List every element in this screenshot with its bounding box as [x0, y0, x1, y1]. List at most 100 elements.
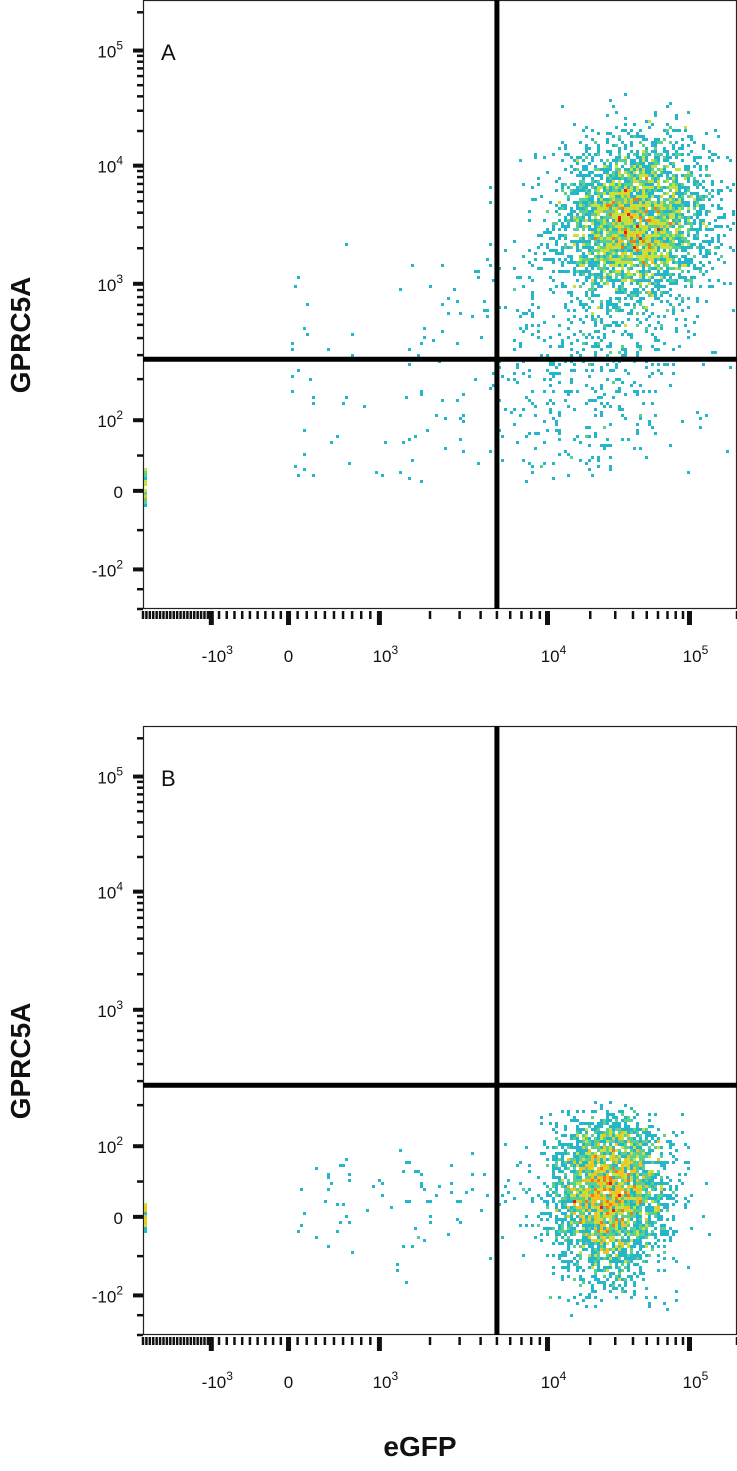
event-bin [600, 1215, 603, 1218]
event-bin [609, 261, 612, 264]
event-bin [633, 1254, 636, 1257]
event-bin [576, 1158, 579, 1161]
event-bin [687, 186, 690, 189]
event-bin [651, 273, 654, 276]
event-bin [627, 1215, 630, 1218]
event-bin [537, 324, 540, 327]
event-bin [627, 1182, 630, 1185]
event-bin [324, 1200, 327, 1203]
event-bin [717, 279, 720, 282]
event-bin [669, 1146, 672, 1149]
event-bin [576, 240, 579, 243]
event-bin [624, 1197, 627, 1200]
event-bin [588, 234, 591, 237]
event-bin [663, 1194, 666, 1197]
event-bin [678, 210, 681, 213]
event-bin [621, 1206, 624, 1209]
event-bin [639, 384, 642, 387]
event-bin [555, 180, 558, 183]
event-bin [591, 264, 594, 267]
event-bin [588, 375, 591, 378]
event-bin [657, 210, 660, 213]
event-bin [645, 318, 648, 321]
event-bin [639, 213, 642, 216]
event-bin [669, 1185, 672, 1188]
event-bin [675, 318, 678, 321]
event-bin [534, 1236, 537, 1239]
event-bin [330, 441, 333, 444]
event-bin [600, 210, 603, 213]
event-bin [627, 1140, 630, 1143]
event-bin [687, 243, 690, 246]
event-bin [657, 1218, 660, 1221]
event-bin [696, 204, 699, 207]
event-bin [696, 213, 699, 216]
event-bin [594, 273, 597, 276]
event-bin [654, 432, 657, 435]
event-bin [585, 1296, 588, 1299]
event-bin [585, 204, 588, 207]
event-bin [501, 435, 504, 438]
event-bin [624, 1278, 627, 1281]
event-bin [399, 1149, 402, 1152]
event-bin [591, 180, 594, 183]
event-bin [582, 333, 585, 336]
x-tick-label: 105 [683, 643, 709, 666]
event-bin [678, 228, 681, 231]
event-bin [684, 261, 687, 264]
event-bin [636, 354, 639, 357]
event-bin [606, 201, 609, 204]
event-bin [552, 291, 555, 294]
event-bin [576, 1221, 579, 1224]
event-bin [654, 201, 657, 204]
event-bin [573, 438, 576, 441]
event-bin [645, 237, 648, 240]
event-bin [573, 1158, 576, 1161]
event-bin [576, 186, 579, 189]
event-bin [588, 459, 591, 462]
event-bin [630, 1164, 633, 1167]
event-bin [660, 1155, 663, 1158]
event-bin [672, 255, 675, 258]
event-bin [663, 258, 666, 261]
event-bin [552, 417, 555, 420]
event-bin [591, 1161, 594, 1164]
event-bin [570, 342, 573, 345]
event-bin [648, 1212, 651, 1215]
event-bin [645, 228, 648, 231]
event-bin [666, 1218, 669, 1221]
event-bin [684, 285, 687, 288]
event-bin [669, 183, 672, 186]
event-bin [291, 342, 294, 345]
event-bin [381, 1194, 384, 1197]
event-bin [732, 222, 735, 225]
event-bin [603, 1242, 606, 1245]
event-bin [513, 288, 516, 291]
event-bin [564, 204, 567, 207]
event-bin [678, 273, 681, 276]
event-bin [570, 189, 573, 192]
event-bin [639, 231, 642, 234]
event-bin [561, 204, 564, 207]
event-bin [543, 462, 546, 465]
event-bin [597, 1245, 600, 1248]
event-bin [612, 1137, 615, 1140]
event-bin [654, 165, 657, 168]
event-bin [645, 1143, 648, 1146]
event-bin [339, 1164, 342, 1167]
event-bin [699, 243, 702, 246]
event-bin [648, 1215, 651, 1218]
event-bin [513, 339, 516, 342]
event-bin [297, 474, 300, 477]
event-bin [609, 258, 612, 261]
event-bin [666, 132, 669, 135]
event-bin [585, 1167, 588, 1170]
event-bin [627, 222, 630, 225]
event-bin [513, 372, 516, 375]
event-bin [555, 1203, 558, 1206]
event-bin [609, 303, 612, 306]
event-bin [687, 270, 690, 273]
event-bin [669, 156, 672, 159]
event-bin [630, 312, 633, 315]
event-bin [645, 285, 648, 288]
